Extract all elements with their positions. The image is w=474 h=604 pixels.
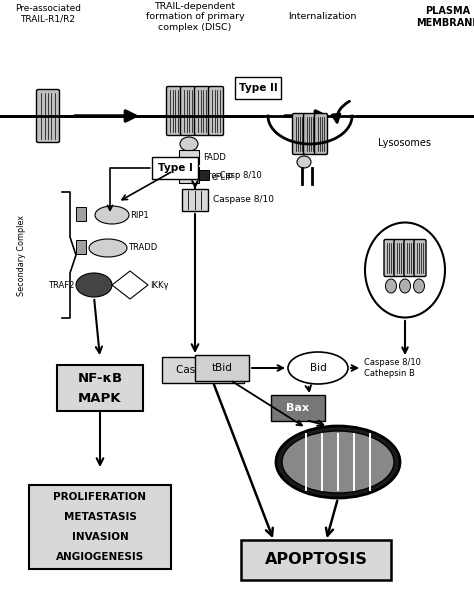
Text: Caspase 8/10
Cathepsin B: Caspase 8/10 Cathepsin B	[364, 358, 421, 378]
Ellipse shape	[400, 279, 410, 293]
Text: Bid: Bid	[310, 363, 327, 373]
FancyBboxPatch shape	[182, 189, 208, 211]
Text: PLASMA
MEMBRANE: PLASMA MEMBRANE	[417, 6, 474, 28]
Text: Type II: Type II	[238, 83, 277, 93]
FancyBboxPatch shape	[404, 240, 416, 277]
FancyBboxPatch shape	[394, 240, 406, 277]
FancyBboxPatch shape	[29, 485, 171, 569]
Text: Caspase 3: Caspase 3	[176, 365, 230, 375]
Text: MAPK: MAPK	[78, 391, 122, 405]
FancyBboxPatch shape	[76, 240, 86, 254]
Text: NF-κB: NF-κB	[77, 371, 123, 385]
FancyBboxPatch shape	[179, 167, 199, 183]
Text: cFLIP: cFLIP	[212, 173, 234, 182]
FancyBboxPatch shape	[292, 114, 306, 155]
FancyBboxPatch shape	[199, 170, 209, 180]
Ellipse shape	[385, 279, 396, 293]
FancyBboxPatch shape	[194, 86, 210, 135]
Text: Pre-associated
TRAIL-R1/R2: Pre-associated TRAIL-R1/R2	[15, 4, 81, 24]
FancyBboxPatch shape	[384, 240, 396, 277]
Text: APOPTOSIS: APOPTOSIS	[264, 553, 367, 568]
Ellipse shape	[365, 222, 445, 318]
Text: Lysosomes: Lysosomes	[379, 138, 431, 148]
Text: Internalization: Internalization	[288, 12, 356, 21]
Ellipse shape	[282, 431, 394, 493]
Text: TRAF2: TRAF2	[47, 280, 74, 289]
FancyBboxPatch shape	[179, 150, 199, 164]
Text: Bax: Bax	[286, 403, 310, 413]
Ellipse shape	[89, 239, 127, 257]
FancyBboxPatch shape	[181, 86, 195, 135]
Ellipse shape	[95, 206, 129, 224]
Ellipse shape	[76, 273, 112, 297]
Text: IKKγ: IKKγ	[150, 280, 168, 289]
FancyBboxPatch shape	[166, 86, 182, 135]
Text: Secondary Complex: Secondary Complex	[18, 214, 27, 295]
FancyBboxPatch shape	[152, 157, 198, 179]
Text: FADD: FADD	[203, 153, 226, 162]
FancyBboxPatch shape	[36, 89, 60, 143]
Text: Type I: Type I	[157, 163, 192, 173]
FancyBboxPatch shape	[414, 240, 426, 277]
Text: Caspase 8/10: Caspase 8/10	[213, 196, 274, 205]
Polygon shape	[112, 271, 148, 299]
FancyBboxPatch shape	[76, 207, 86, 221]
Text: RIP1: RIP1	[130, 211, 149, 219]
FancyBboxPatch shape	[235, 77, 281, 99]
Ellipse shape	[288, 352, 348, 384]
Text: METASTASIS: METASTASIS	[64, 512, 137, 522]
FancyBboxPatch shape	[195, 355, 249, 381]
Text: INVASION: INVASION	[72, 532, 128, 542]
FancyBboxPatch shape	[315, 114, 328, 155]
Text: ANGIOGENESIS: ANGIOGENESIS	[56, 552, 144, 562]
Text: tBid: tBid	[211, 363, 232, 373]
FancyBboxPatch shape	[303, 114, 317, 155]
Text: TRADD: TRADD	[128, 243, 157, 252]
Text: PROLIFERATION: PROLIFERATION	[54, 492, 146, 502]
Text: TRAIL-dependent
formation of primary
complex (DISC): TRAIL-dependent formation of primary com…	[146, 2, 245, 32]
Ellipse shape	[413, 279, 425, 293]
Ellipse shape	[180, 137, 198, 151]
FancyBboxPatch shape	[57, 365, 143, 411]
FancyBboxPatch shape	[209, 86, 224, 135]
Ellipse shape	[297, 156, 311, 168]
Text: Pro-Casp 8/10: Pro-Casp 8/10	[203, 172, 262, 181]
Ellipse shape	[276, 426, 400, 498]
FancyBboxPatch shape	[241, 540, 391, 580]
FancyBboxPatch shape	[271, 395, 325, 421]
FancyBboxPatch shape	[162, 357, 244, 383]
